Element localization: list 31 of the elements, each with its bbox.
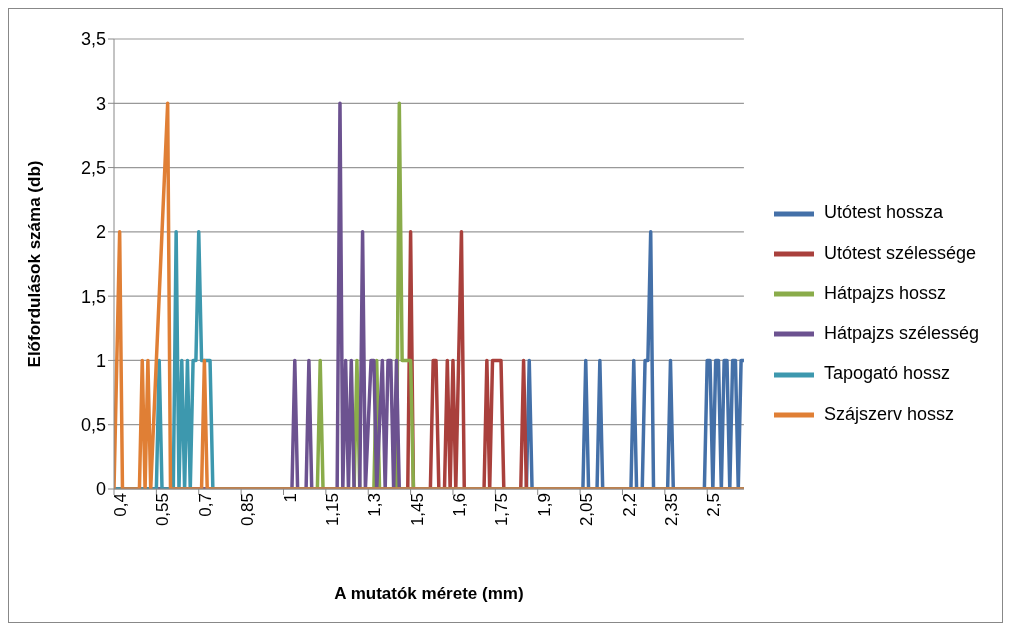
x-tick-label: 1,75 [492,493,512,527]
x-tick-label: 0,55 [153,493,173,527]
legend-label: Hátpajzs hossz [823,282,946,303]
x-tick-label: 1,9 [534,493,554,517]
y-tick-label: 2 [95,222,106,243]
y-tick-label: 0,5 [80,415,106,436]
x-tick-label: 2,35 [661,493,681,527]
legend-label: Utótest hossza [823,202,943,223]
x-tick-label: 1 [280,493,300,503]
x-tick-label: 1,15 [322,493,342,527]
x-tick-label: 0,4 [111,493,131,517]
y-tick-label: 1,5 [80,286,106,307]
x-tick-label: 1,6 [450,493,470,517]
legend-label: Tapogató hossz [823,363,951,384]
y-tick-label: 0 [95,479,106,500]
y-axis-title: Előfordulások száma (db) [25,160,45,368]
x-tick-label: 0,7 [195,493,215,517]
x-axis-title: A mutatók mérete (mm) [334,584,524,603]
x-tick-label: 1,45 [407,493,427,527]
legend-label: Hátpajzs szélesség [823,323,979,343]
x-tick-label: 2,2 [619,493,639,517]
y-tick-label: 2,5 [80,157,106,178]
x-tick-label: 2,5 [704,493,724,517]
y-tick-label: 3 [95,93,106,114]
x-tick-label: 1,3 [365,493,385,517]
y-tick-label: 1 [95,350,106,371]
x-tick-label: 2,05 [577,493,597,527]
y-tick-label: 3,5 [80,29,106,50]
legend-label: Utótest szélessége [823,242,976,263]
legend-label: Szájszerv hossz [823,403,954,424]
x-tick-label: 0,85 [238,493,258,527]
